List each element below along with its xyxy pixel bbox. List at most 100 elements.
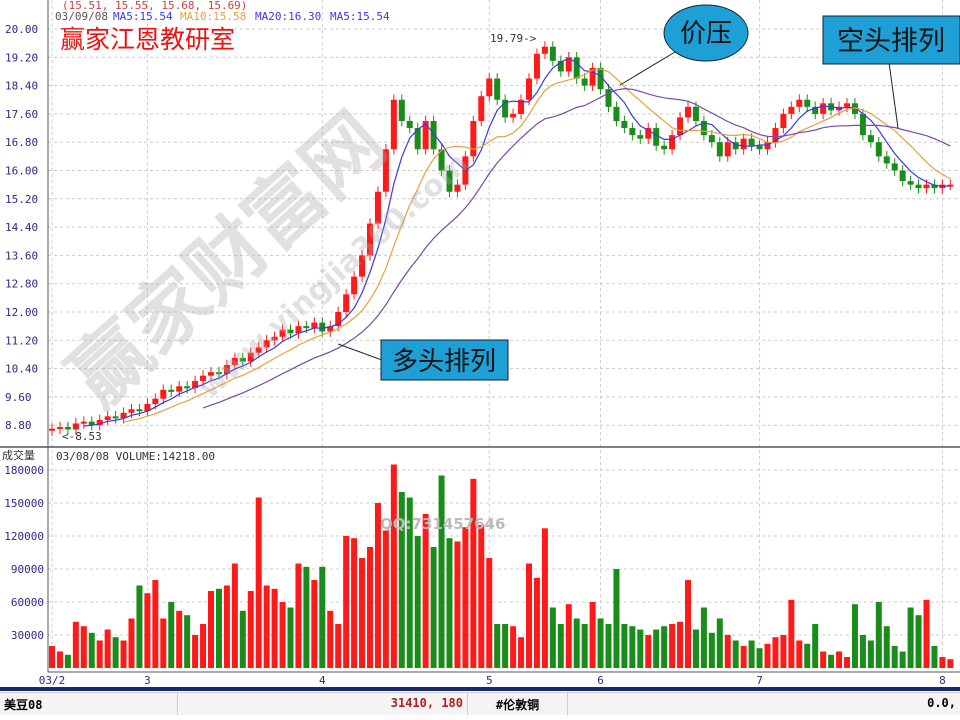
volume-bar: [104, 629, 111, 668]
candle-body: [136, 409, 143, 412]
volume-bar: [796, 640, 803, 668]
candle-body: [740, 138, 747, 150]
volume-tick-label: 90000: [11, 563, 44, 576]
volume-bar: [343, 536, 350, 668]
candle-body: [112, 416, 119, 419]
volume-bar: [700, 607, 707, 668]
volume-bar: [263, 585, 270, 668]
candle-body: [255, 347, 262, 353]
candle-body: [796, 99, 803, 107]
volume-bar: [271, 588, 278, 668]
ma10-readout: MA10:15.58: [180, 10, 246, 23]
volume-bar: [239, 610, 246, 668]
candle-body: [56, 426, 63, 429]
volume-bar: [279, 602, 286, 668]
candle-body: [49, 428, 55, 431]
volume-bar: [597, 618, 604, 668]
x-tick-label: 03/2: [39, 674, 66, 687]
volume-bar: [454, 541, 461, 668]
candle-body: [88, 421, 95, 426]
volume-bar: [724, 635, 731, 668]
status-symbol[interactable]: 美豆08: [0, 693, 178, 715]
y-tick-label: 19.20: [5, 51, 38, 64]
volume-bar: [335, 624, 342, 668]
candle-body: [589, 67, 596, 86]
y-tick-label: 14.40: [5, 221, 38, 234]
volume-bar: [812, 624, 819, 668]
candle-body: [454, 184, 461, 192]
candle-body: [223, 365, 230, 374]
volume-bar: [685, 580, 691, 668]
volume-bar: [390, 464, 397, 668]
candle-body: [533, 53, 540, 79]
volume-bar: [112, 637, 119, 668]
candle-body: [438, 149, 445, 171]
candle-body: [510, 113, 517, 118]
volume-bar: [231, 563, 238, 668]
volume-bar: [382, 530, 389, 668]
candle-body: [398, 99, 405, 121]
candle-body: [239, 357, 246, 362]
candle-body: [780, 113, 787, 129]
bullish-callout: [380, 339, 509, 381]
candle-body: [96, 419, 103, 426]
candle-body: [390, 99, 397, 150]
volume-bar: [295, 563, 302, 668]
volume-bar: [541, 528, 548, 668]
candle-body: [859, 113, 866, 136]
candle-body: [820, 103, 827, 114]
volume-bar: [875, 602, 882, 668]
ma5-readout: MA5:15.54: [113, 10, 173, 23]
x-tick-label: 4: [319, 674, 326, 687]
volume-bar: [923, 599, 930, 668]
candle-body: [915, 184, 922, 189]
volume-bar: [613, 569, 620, 668]
ohlc-readout: (15.51, 15.55, 15.68, 15.69): [62, 0, 247, 12]
volume-bar: [72, 621, 79, 668]
volume-bar: [820, 651, 827, 668]
bearish-pointer: [887, 54, 899, 129]
status-symbol2[interactable]: #伦敦铜: [468, 693, 568, 715]
volume-bar: [56, 651, 63, 668]
candle-body: [526, 78, 532, 100]
volume-bar: [359, 558, 366, 668]
candle-body: [502, 99, 509, 118]
candle-body: [875, 142, 882, 157]
volume-bar: [716, 618, 723, 668]
axes: 20.00 19.20 18.40 17.60 16.80 16.00 15.20 14.40…: [0, 0, 960, 691]
volume-bar: [931, 646, 938, 668]
candle-body: [414, 128, 421, 150]
volume-bar: [136, 585, 143, 668]
volume-bar: [677, 621, 684, 668]
candle-body: [613, 106, 620, 121]
volume-bar: [867, 640, 874, 668]
volume-bar: [732, 640, 739, 668]
candle-body: [303, 326, 310, 329]
candle-body: [518, 99, 525, 114]
bullish-pointer: [337, 343, 383, 361]
volume-bar: [152, 580, 159, 668]
price-pressure-pointer: [619, 51, 676, 86]
volume-tick-label: 120000: [4, 530, 44, 543]
volume-bar: [80, 626, 87, 668]
volume-bar: [581, 624, 588, 668]
ma5b-readout: MA5:15.54: [330, 10, 390, 23]
candle-body: [176, 386, 183, 392]
volume-bar: [128, 618, 135, 668]
volume-bar: [907, 607, 914, 668]
volume-tick-label: 30000: [11, 629, 44, 642]
candle-body: [637, 135, 644, 139]
candle-body: [374, 191, 381, 224]
candle-body: [549, 46, 556, 61]
volume-bar: [851, 604, 858, 668]
candle-body: [422, 120, 429, 150]
candle-body: [184, 386, 191, 389]
price-pressure-callout: [663, 4, 749, 62]
volume-bar: [208, 591, 214, 668]
volume-bar: [526, 563, 532, 668]
candle-body: [128, 409, 135, 413]
bearish-callout: [822, 15, 960, 65]
volume-bar: [740, 646, 747, 668]
price-pressure-text: 价压: [680, 19, 732, 49]
volume-bar: [414, 536, 421, 668]
